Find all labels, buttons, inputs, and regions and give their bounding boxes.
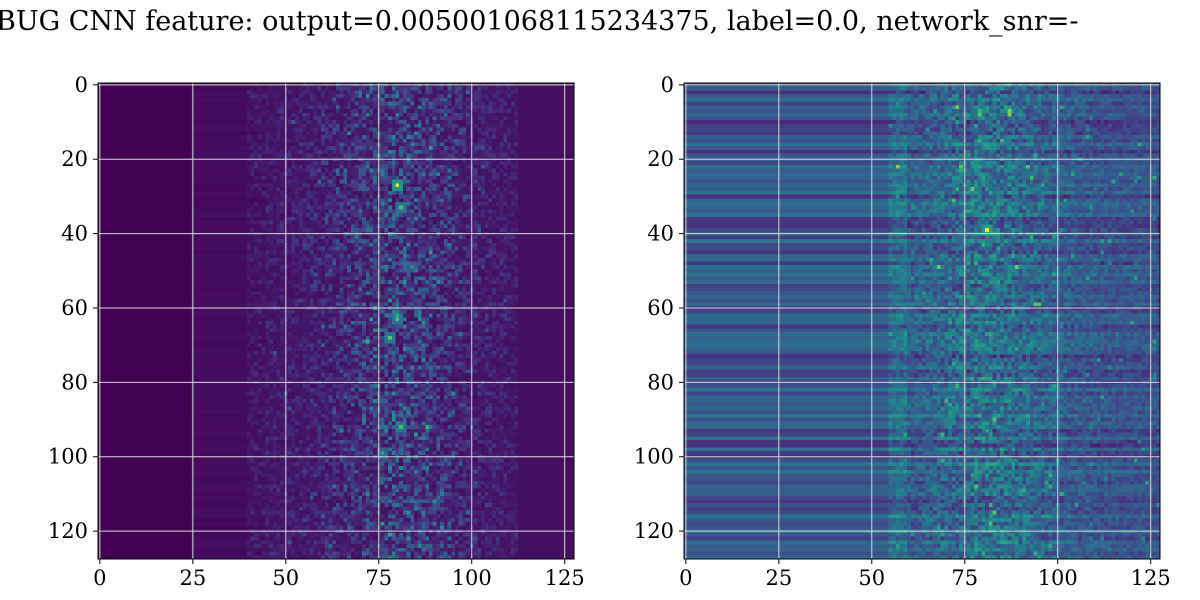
y-tick-label: 20 [647, 147, 674, 171]
heatmap-image [98, 83, 574, 559]
y-tick-label: 60 [647, 296, 674, 320]
y-tick-label: 120 [634, 519, 674, 543]
x-tick-label: 75 [365, 566, 392, 590]
x-tick-label: 125 [545, 566, 585, 590]
x-tick-label: 0 [679, 566, 692, 590]
heatmap-panel-left: 0 25 50 75 100 125 0 20 40 60 80 100 120 [48, 73, 585, 590]
y-tick-label: 120 [48, 519, 88, 543]
y-tick-label: 40 [647, 222, 674, 246]
heatmap-panel-right: 0 25 50 75 100 125 0 20 40 60 80 100 120 [634, 73, 1171, 590]
x-tick-label: 50 [858, 566, 885, 590]
y-tick-label: 100 [48, 445, 88, 469]
x-tick-label: 0 [93, 566, 106, 590]
y-tick-label: 0 [661, 73, 674, 97]
x-tick-label: 75 [951, 566, 978, 590]
figure-title: BUG CNN feature: output=0.00500106811523… [0, 6, 1079, 37]
y-tick-label: 40 [61, 222, 88, 246]
x-tick-label: 25 [765, 566, 792, 590]
y-tick-label: 100 [634, 445, 674, 469]
axes-frame [683, 82, 1161, 560]
y-tick-label: 80 [647, 370, 674, 394]
x-tick-label: 125 [1131, 566, 1171, 590]
x-tick-label: 25 [179, 566, 206, 590]
y-tick-label: 60 [61, 296, 88, 320]
y-tick-label: 80 [61, 370, 88, 394]
x-tick-label: 100 [1038, 566, 1078, 590]
x-tick-label: 100 [452, 566, 492, 590]
axes-frame [97, 82, 575, 560]
y-tick-label: 20 [61, 147, 88, 171]
y-tick-label: 0 [75, 73, 88, 97]
heatmap-image [684, 83, 1160, 559]
x-tick-label: 50 [272, 566, 299, 590]
